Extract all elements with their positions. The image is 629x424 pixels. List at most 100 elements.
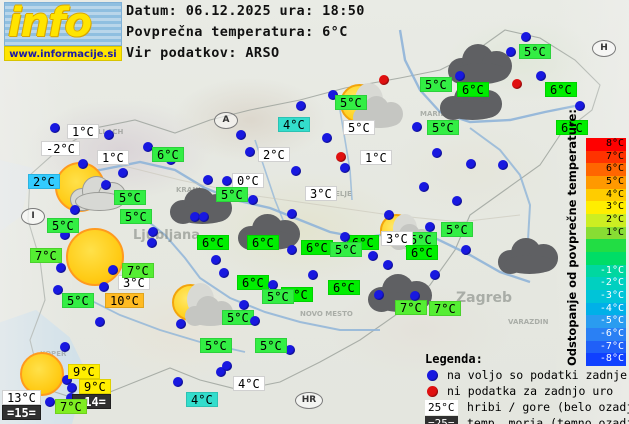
station-dot-available[interactable] <box>66 393 76 403</box>
station-dot-available[interactable] <box>78 159 88 169</box>
temperature-chip: 4°C <box>233 376 265 391</box>
station-dot-available[interactable] <box>432 148 442 158</box>
station-dot-available[interactable] <box>368 251 378 261</box>
station-dot-available[interactable] <box>199 212 209 222</box>
station-dot-available[interactable] <box>67 383 77 393</box>
station-dot-available[interactable] <box>285 345 295 355</box>
station-dot-available[interactable] <box>190 212 200 222</box>
station-dot-available[interactable] <box>203 175 213 185</box>
temperature-chip: 7°C <box>30 248 62 263</box>
station-dot-available[interactable] <box>452 196 462 206</box>
station-dot-available[interactable] <box>328 90 338 100</box>
station-dot-available[interactable] <box>322 133 332 143</box>
station-dot-available[interactable] <box>248 195 258 205</box>
temperature-chip: 2°C <box>258 147 290 162</box>
station-dot-available[interactable] <box>340 163 350 173</box>
station-dot-available[interactable] <box>236 130 246 140</box>
station-dot-available[interactable] <box>245 147 255 157</box>
station-dot-available[interactable] <box>455 71 465 81</box>
station-dot-available[interactable] <box>222 361 232 371</box>
station-dot-available[interactable] <box>521 32 531 42</box>
station-dot-available[interactable] <box>143 142 153 152</box>
station-dot-available[interactable] <box>62 375 72 385</box>
station-dot-available[interactable] <box>419 182 429 192</box>
logo-url: www.informacije.si <box>4 46 122 61</box>
station-dot-available[interactable] <box>461 245 471 255</box>
station-dot-available[interactable] <box>466 159 476 169</box>
station-dot-available[interactable] <box>147 238 157 248</box>
station-dot-available[interactable] <box>383 260 393 270</box>
station-dot-available[interactable] <box>45 397 55 407</box>
station-dot-available[interactable] <box>99 282 109 292</box>
station-dot-available[interactable] <box>108 265 118 275</box>
station-dot-available[interactable] <box>410 291 420 301</box>
cloud-puff <box>504 255 555 274</box>
scale-band: 2°C <box>586 214 626 227</box>
station-dot-available[interactable] <box>56 263 66 273</box>
station-dot-available[interactable] <box>216 367 226 377</box>
temperature-chip: 5°C <box>120 209 152 224</box>
station-dot-available[interactable] <box>268 280 278 290</box>
station-dot-available[interactable] <box>384 210 394 220</box>
place-label: VARAZDIN <box>508 318 549 326</box>
station-dot-available[interactable] <box>287 209 297 219</box>
temperature-chip: 9°C <box>68 364 100 379</box>
header-date-time: Datum: 06.12.2025 ura: 18:50 <box>126 3 365 19</box>
station-dot-available[interactable] <box>173 377 183 387</box>
station-dot-available[interactable] <box>53 285 63 295</box>
station-dot-available[interactable] <box>239 300 249 310</box>
temperature-chip: 5°C <box>62 293 94 308</box>
station-dot-available[interactable] <box>101 180 111 190</box>
station-dot-available[interactable] <box>250 316 260 326</box>
temperature-chip: 5°C <box>216 187 248 202</box>
station-dot-available[interactable] <box>219 268 229 278</box>
temperature-chip: 4°C <box>278 117 310 132</box>
temperature-chip: 7°C <box>55 399 87 414</box>
station-dot-available[interactable] <box>70 205 80 215</box>
station-dot-available[interactable] <box>95 317 105 327</box>
temperature-chip: 6°C <box>457 82 489 97</box>
station-dot-available[interactable] <box>296 101 306 111</box>
temperature-chip: 5°C <box>335 95 367 110</box>
station-dot-available[interactable] <box>176 319 186 329</box>
station-dot-available[interactable] <box>50 123 60 133</box>
scale-band <box>586 252 626 265</box>
station-dot-available[interactable] <box>425 222 435 232</box>
temperature-chip: 7°C <box>395 300 427 315</box>
temperature-chip: 3°C <box>118 275 150 290</box>
station-dot-available[interactable] <box>118 168 128 178</box>
site-logo[interactable]: info www.informacije.si <box>4 0 122 62</box>
station-dot-missing[interactable] <box>512 79 522 89</box>
place-label: NOVO MESTO <box>300 310 353 318</box>
temperature-chip: 5°C <box>114 190 146 205</box>
station-dot-available[interactable] <box>60 342 70 352</box>
station-dot-available[interactable] <box>60 230 70 240</box>
station-dot-available[interactable] <box>430 270 440 280</box>
station-dot-available[interactable] <box>498 160 508 170</box>
scale-band: -1°C <box>586 264 626 278</box>
temperature-chip: 9°C <box>79 379 111 394</box>
weather-icon-sun <box>20 352 64 396</box>
temperature-chip: 5°C <box>330 242 362 257</box>
station-dot-available[interactable] <box>308 270 318 280</box>
station-dot-available[interactable] <box>536 71 546 81</box>
temperature-chip: 4°C <box>186 392 218 407</box>
country-code-h: H <box>592 40 616 57</box>
temperature-chip: 7°C <box>122 263 154 278</box>
station-dot-available[interactable] <box>575 101 585 111</box>
station-dot-available[interactable] <box>211 255 221 265</box>
station-dot-available[interactable] <box>104 130 114 140</box>
temperature-chip: 2°C <box>28 174 60 189</box>
station-dot-available[interactable] <box>412 122 422 132</box>
station-dot-missing[interactable] <box>379 75 389 85</box>
station-dot-available[interactable] <box>506 47 516 57</box>
station-dot-available[interactable] <box>291 166 301 176</box>
station-dot-available[interactable] <box>148 227 158 237</box>
station-dot-missing[interactable] <box>336 152 346 162</box>
station-dot-available[interactable] <box>374 290 384 300</box>
station-dot-available[interactable] <box>340 232 350 242</box>
temperature-chip: 6°C <box>152 147 184 162</box>
station-dot-available[interactable] <box>222 176 232 186</box>
station-dot-available[interactable] <box>287 245 297 255</box>
